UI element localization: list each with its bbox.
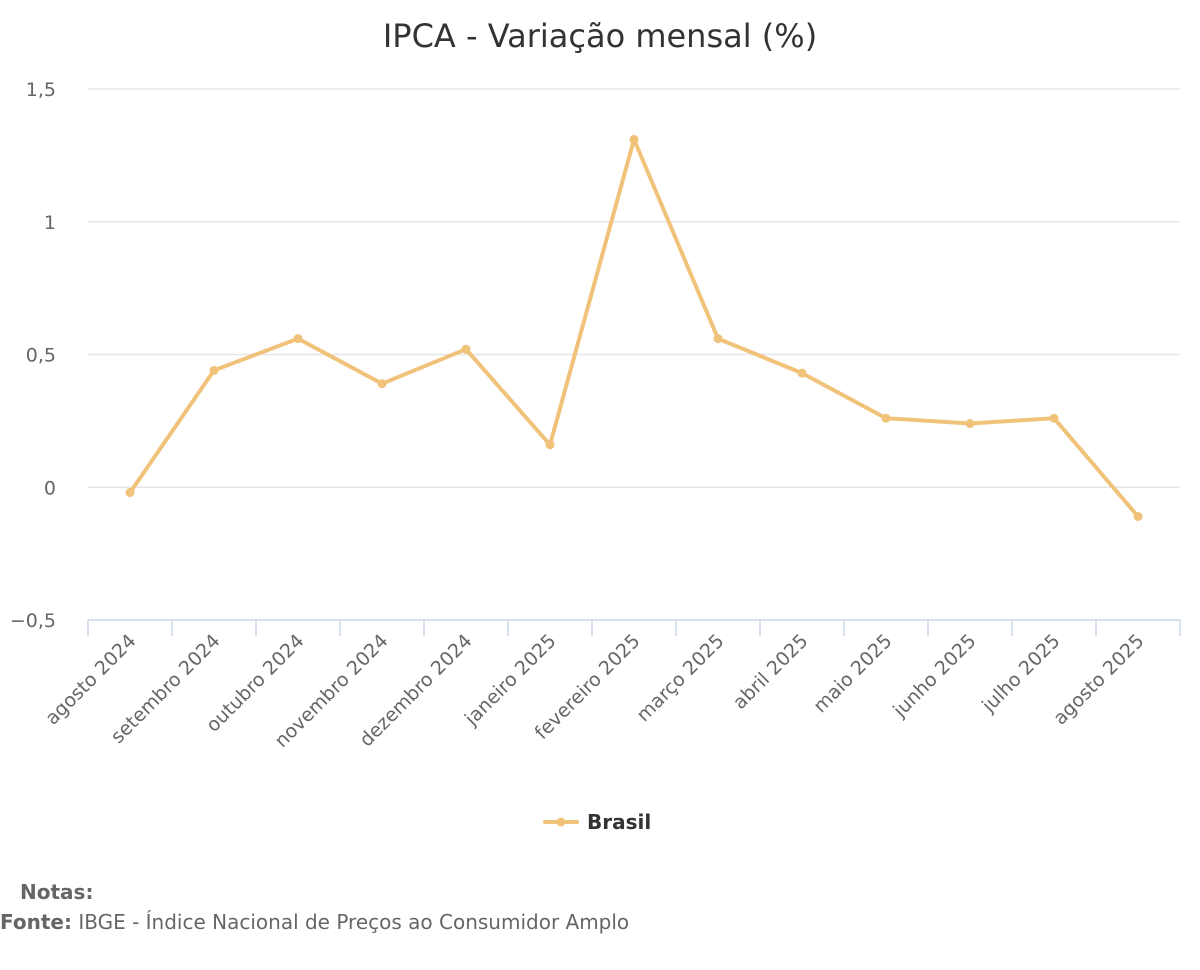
source-text: IBGE - Índice Nacional de Preços ao Cons… <box>78 910 630 934</box>
y-tick-label: 1 <box>44 212 56 234</box>
series-layer <box>125 134 1143 521</box>
legend[interactable]: Brasil <box>543 810 651 834</box>
data-point[interactable] <box>545 440 555 450</box>
y-tick-label: 0 <box>44 477 56 499</box>
data-point[interactable] <box>965 419 975 429</box>
data-point[interactable] <box>461 344 471 354</box>
y-tick-label: 1,5 <box>26 79 56 101</box>
series-line[interactable] <box>128 137 1140 519</box>
y-tick-label: −0,5 <box>10 610 56 632</box>
chart-notes: Notas: Fonte: IBGE - Índice Nacional de … <box>0 877 629 937</box>
x-tick-label: março 2025 <box>632 630 728 726</box>
data-point[interactable] <box>377 379 387 389</box>
chart-title: IPCA - Variação mensal (%) <box>383 17 817 55</box>
data-point[interactable] <box>713 334 723 344</box>
y-tick-label: 0,5 <box>26 345 56 367</box>
data-point[interactable] <box>881 413 891 423</box>
data-point[interactable] <box>125 488 135 498</box>
x-tick-label: maio 2025 <box>809 630 896 717</box>
x-tick-label: agosto 2025 <box>1049 630 1148 729</box>
gridlines <box>88 88 1180 621</box>
data-point[interactable] <box>629 134 639 144</box>
data-point[interactable] <box>797 368 807 378</box>
data-point[interactable] <box>1049 413 1059 423</box>
data-point[interactable] <box>293 334 303 344</box>
x-tick-label: abril 2025 <box>729 630 813 714</box>
legend-label[interactable]: Brasil <box>587 810 651 834</box>
x-tick-label: julho 2025 <box>977 630 1064 717</box>
legend-symbol-marker <box>556 817 566 827</box>
y-axis: −0,5 0 0,5 1 1,5 <box>10 79 56 632</box>
data-point[interactable] <box>1133 511 1143 521</box>
chart: IPCA - Variação mensal (%) −0,500,511,5 … <box>10 17 1181 834</box>
data-point[interactable] <box>209 365 219 375</box>
notes-label: Notas: <box>20 880 94 904</box>
source-label: Fonte: <box>0 910 72 934</box>
x-tick-label: junho 2025 <box>888 630 980 722</box>
